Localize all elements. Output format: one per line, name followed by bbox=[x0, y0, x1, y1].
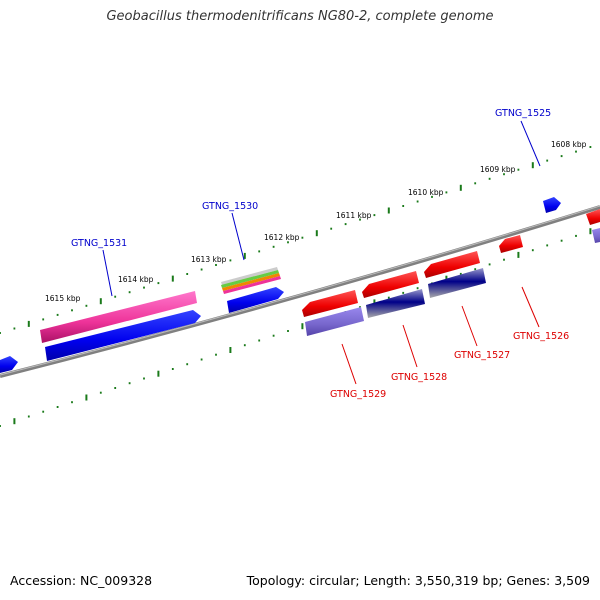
gene-arrow[interactable] bbox=[305, 307, 364, 336]
gene-label-gtng-1525[interactable]: GTNG_1525 bbox=[495, 108, 551, 119]
map-title: Geobacillus thermodenitrificans NG80-2, … bbox=[106, 9, 494, 24]
gene-arrow[interactable] bbox=[45, 310, 201, 361]
gene-arrow[interactable] bbox=[227, 287, 284, 313]
kbp-label: 1610 kbp bbox=[408, 188, 444, 197]
kbp-label: 1612 kbp bbox=[264, 233, 300, 242]
gene-label-gtng-1528[interactable]: GTNG_1528 bbox=[391, 372, 447, 383]
gene-label-gtng-1529[interactable]: GTNG_1529 bbox=[330, 389, 386, 400]
kbp-labels: 1615 kbp 1614 kbp 1613 kbp 1612 kbp 1611… bbox=[45, 140, 587, 303]
gene-arrow[interactable] bbox=[302, 290, 358, 317]
gene-gtng-1530[interactable] bbox=[221, 267, 284, 313]
gene-arrow[interactable] bbox=[362, 271, 419, 298]
leader-line-gtng-1528 bbox=[402, 324, 418, 368]
kbp-label: 1614 kbp bbox=[118, 275, 154, 284]
gene-arrow-edge-right-lower[interactable] bbox=[592, 228, 600, 243]
genome-backbone bbox=[0, 205, 600, 378]
gene-gtng-1526[interactable] bbox=[499, 235, 523, 253]
gene-label-gtng-1526[interactable]: GTNG_1526 bbox=[513, 331, 569, 342]
gene-arrow[interactable] bbox=[40, 291, 197, 343]
gene-stripe bbox=[221, 270, 279, 288]
gene-arrow-edge-right[interactable] bbox=[586, 209, 600, 225]
leader-line-gtng-1527 bbox=[461, 305, 478, 347]
gene-arrow-edge-left[interactable] bbox=[0, 356, 18, 373]
leader-line-gtng-1529 bbox=[341, 343, 357, 385]
gene-arrow[interactable] bbox=[543, 197, 561, 213]
leader-line-gtng-1525 bbox=[520, 120, 541, 167]
gene-gtng-1528[interactable] bbox=[362, 271, 425, 318]
gene-gtng-1527[interactable] bbox=[424, 251, 486, 298]
gene-gtng-1531[interactable] bbox=[40, 291, 201, 361]
kbp-label: 1615 kbp bbox=[45, 294, 81, 303]
accession-text: Accession: NC_009328 bbox=[10, 573, 153, 588]
gene-arrow[interactable] bbox=[424, 251, 480, 278]
genome-backbone-highlight bbox=[0, 205, 600, 376]
leader-lines bbox=[102, 120, 541, 385]
kbp-label: 1613 kbp bbox=[191, 255, 227, 264]
gene-gtng-1529[interactable] bbox=[302, 290, 364, 336]
gene-stripe bbox=[223, 276, 281, 294]
gene-label-gtng-1531[interactable]: GTNG_1531 bbox=[71, 238, 127, 249]
kbp-label: 1609 kbp bbox=[480, 165, 516, 174]
genome-summary-text: Topology: circular; Length: 3,550,319 bp… bbox=[246, 573, 590, 588]
kbp-label: 1611 kbp bbox=[336, 211, 372, 220]
kbp-label: 1608 kbp bbox=[551, 140, 587, 149]
gene-arrow[interactable] bbox=[499, 235, 523, 253]
gene-label-gtng-1527[interactable]: GTNG_1527 bbox=[454, 350, 510, 361]
gene-arrow[interactable] bbox=[366, 289, 425, 318]
tick-marks bbox=[0, 146, 592, 427]
leader-line-gtng-1530 bbox=[231, 212, 245, 261]
gene-gtng-1525[interactable] bbox=[543, 197, 561, 213]
gene-stripe bbox=[221, 267, 278, 285]
leader-line-gtng-1531 bbox=[102, 249, 113, 297]
leader-line-gtng-1526 bbox=[521, 286, 540, 328]
gene-stripe bbox=[222, 273, 280, 291]
gene-label-gtng-1530[interactable]: GTNG_1530 bbox=[202, 201, 258, 212]
gene-arrow[interactable] bbox=[428, 268, 486, 298]
